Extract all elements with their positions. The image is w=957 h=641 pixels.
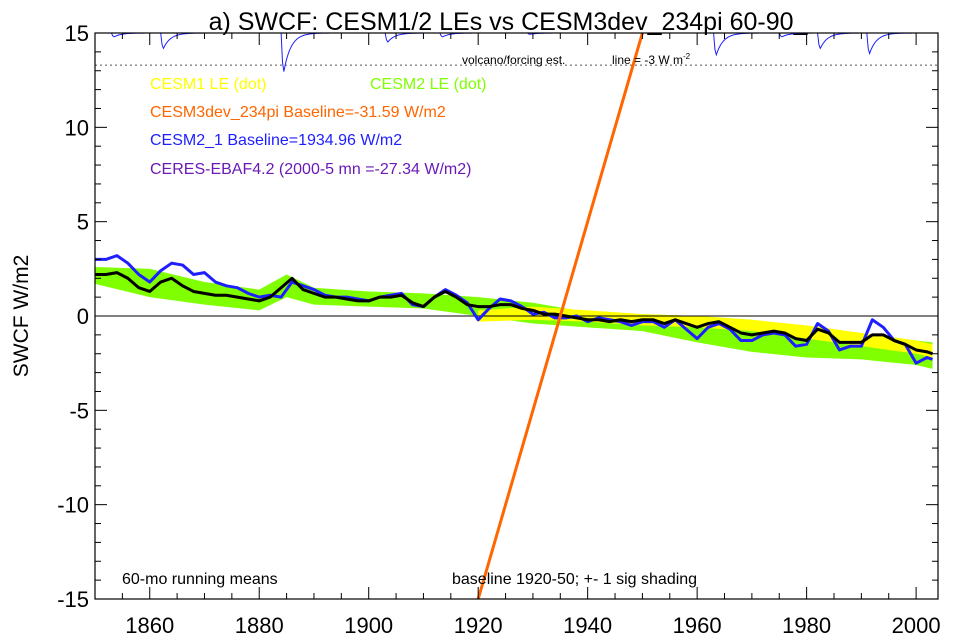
- legend-cesm2-le: CESM2 LE (dot): [370, 76, 486, 93]
- ensemble-bands: [95, 266, 933, 369]
- y-tick-label: -10: [57, 493, 89, 518]
- x-tick-label: 2000: [892, 613, 941, 638]
- y-tick-label: 0: [77, 304, 89, 329]
- legend-cesm3dev: CESM3dev_234pi Baseline=-31.59 W/m2: [150, 104, 446, 121]
- cesm2-le-mean-line: [95, 271, 934, 356]
- cesm2-1-line: [95, 254, 934, 365]
- legend-ceres: CERES-EBAF4.2 (2000-5 mn =-27.34 W/m2): [150, 161, 471, 178]
- y-tick-label: 10: [65, 115, 89, 140]
- volcano-line-label-sup: -2: [683, 52, 691, 61]
- x-tick-label: 1980: [782, 613, 831, 638]
- annotations: volcano/forcing est. line = -3 W m-2 60-…: [122, 52, 697, 588]
- x-tick-label: 1960: [673, 613, 722, 638]
- legend-cesm2-1: CESM2_1 Baseline=1934.96 W/m2: [150, 132, 402, 149]
- x-tick-label: 1920: [454, 613, 503, 638]
- y-tick-label: -5: [69, 398, 89, 423]
- x-tick-label: 1880: [235, 613, 284, 638]
- x-tick-label: 1900: [344, 613, 393, 638]
- volcano-line-label-text: line = -3 W m: [612, 53, 683, 67]
- y-ticks: 15 10 5 0 -5 -10 -15: [57, 21, 938, 612]
- x-tick-label: 1860: [125, 613, 174, 638]
- x-tick-label: 1940: [563, 613, 612, 638]
- plot-area: [95, 32, 939, 600]
- legend: CESM1 LE (dot) CESM2 LE (dot) CESM3dev_2…: [150, 76, 486, 178]
- y-tick-label: 5: [77, 210, 89, 235]
- volcano-label: volcano/forcing est.: [462, 53, 565, 67]
- cesm3dev-234pi-line: [476, 32, 644, 600]
- legend-cesm1-le: CESM1 LE (dot): [150, 76, 266, 93]
- x-ticks: 1860 1880 1900 1920 1940 1960 1980 2000: [94, 33, 941, 638]
- y-tick-label: 15: [65, 21, 89, 46]
- running-means-note: 60-mo running means: [122, 571, 278, 588]
- y-axis-label: SWCF W/m2: [10, 255, 33, 377]
- chart-title: a) SWCF: CESM1/2 LEs vs CESM3dev_234pi 6…: [209, 8, 809, 36]
- volcano-line-label: line = -3 W m-2: [612, 52, 691, 67]
- baseline-note: baseline 1920-50; +- 1 sig shading: [452, 571, 697, 588]
- y-tick-label: -15: [57, 587, 89, 612]
